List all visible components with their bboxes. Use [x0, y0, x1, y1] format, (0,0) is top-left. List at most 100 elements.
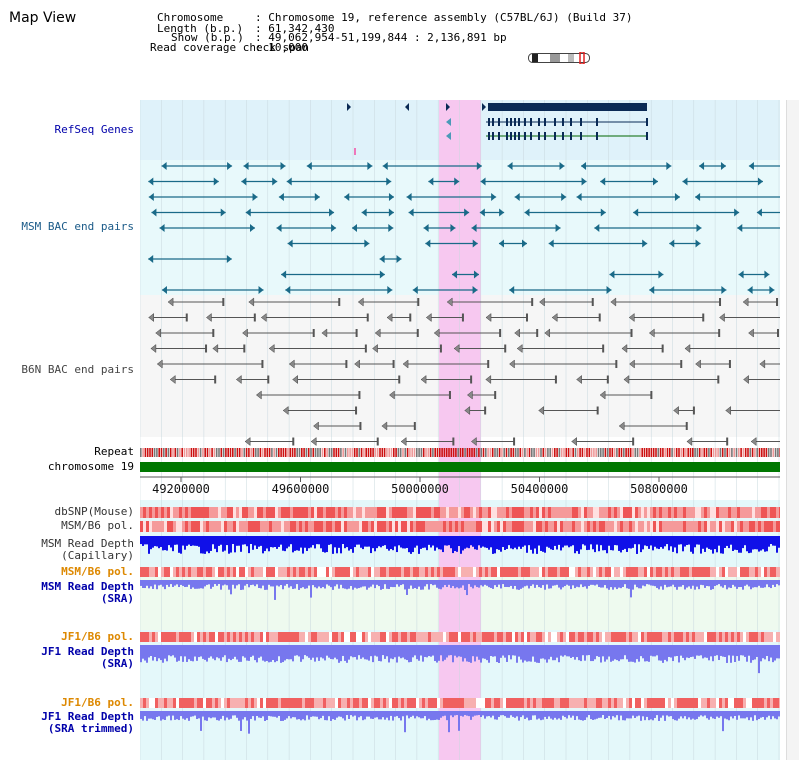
dbsnp-cell	[479, 507, 482, 518]
repeat-element	[643, 448, 646, 457]
repeat-element	[349, 448, 351, 457]
msm-sra-depth-bar	[168, 580, 170, 587]
msm-capillary-depth-bar	[202, 536, 204, 554]
vertical-scrollbar[interactable]	[786, 100, 799, 760]
refseq-genes-label: RefSeq Genes	[54, 123, 134, 136]
msm-capillary-depth-bar	[350, 536, 352, 550]
msm-capillary-depth-bar	[778, 536, 780, 548]
dbsnp-cell	[605, 507, 608, 518]
b6n-bac-end	[282, 405, 289, 416]
msm-sra-depth-bar	[232, 580, 234, 585]
jf1-sra-depth-bar	[470, 645, 472, 663]
msm-b6-pol-cell	[398, 521, 401, 532]
jf1-sra-depth-bar	[358, 645, 360, 656]
msm-b6-pol-2-cell	[521, 567, 524, 577]
repeat-element	[333, 448, 335, 457]
msm-sra-depth-bar	[358, 580, 360, 589]
genome-track-panel[interactable]: 49200000 49600000 50000000 50400000 50800000	[140, 100, 780, 760]
msm-b6-pol-cell	[149, 521, 152, 532]
msm-capillary-depth-bar	[314, 536, 316, 549]
dbsnp-cell	[314, 507, 317, 518]
jf1-b6-pol-2-cell	[410, 698, 413, 708]
msm-sra-depth-bar	[632, 580, 634, 590]
msm-capillary-depth-bar	[512, 536, 514, 550]
repeat-element	[774, 448, 777, 457]
msm-bac-end	[555, 224, 561, 232]
jf1-b6-pol-cell	[317, 632, 320, 642]
msm-capillary-depth-bar	[518, 536, 520, 547]
msm-b6-pol-cell	[617, 521, 620, 532]
dbsnp-cell	[719, 507, 722, 518]
dbsnp-cell	[632, 507, 635, 518]
jf1-b6-pol-cell	[512, 632, 515, 642]
dbsnp-cell	[563, 507, 566, 518]
repeat-element	[466, 448, 469, 457]
jf1-b6-pol-2-cell	[698, 698, 701, 708]
b6n-bac-end	[167, 297, 174, 307]
msm-capillary-depth-bar	[454, 536, 456, 552]
msm-sra-depth-bar	[490, 580, 492, 588]
jf1-trimmed-depth-bar	[254, 711, 256, 721]
msm-sra-depth-bar	[566, 580, 568, 585]
msm-b6-pol-cell	[716, 521, 719, 532]
jf1-b6-pol-2-cell	[689, 698, 692, 708]
jf1-sra-depth-bar	[520, 645, 522, 660]
msm-b6-pol-cell	[770, 521, 773, 532]
msm-sra-depth-bar	[370, 580, 372, 587]
jf1-b6-pol-2-cell	[557, 698, 560, 708]
jf1-trimmed-depth-bar	[524, 711, 526, 719]
jf1-b6-pol-cell	[692, 632, 695, 642]
msm-bac-end	[491, 193, 497, 201]
jf1-trimmed-depth-bar	[678, 711, 680, 719]
jf1-trimmed-depth-bar	[460, 711, 462, 716]
msm-capillary-depth-bar	[640, 536, 642, 553]
repeat-element	[471, 448, 473, 457]
jf1-trimmed-depth-bar	[384, 711, 386, 720]
msm-capillary-depth-bar	[164, 536, 166, 551]
repeat-element	[475, 448, 478, 457]
dbsnp-cell	[698, 507, 701, 518]
jf1-sra-depth-bar	[418, 645, 420, 661]
repeat-element	[765, 448, 768, 457]
gene-exon	[492, 118, 494, 126]
jf1-b6-pol-cell	[404, 632, 407, 642]
jf1-sra-depth-bar	[604, 645, 606, 662]
dbsnp-cell	[413, 507, 416, 518]
dbsnp-cell	[602, 507, 605, 518]
repeat-element	[505, 448, 508, 457]
b6n-bac-end	[355, 329, 358, 337]
jf1-trimmed-depth-bar	[310, 711, 312, 717]
jf1-trimmed-depth-bar	[368, 711, 370, 717]
chromosome-ideogram[interactable]	[528, 52, 592, 64]
dbsnp-cell	[383, 507, 386, 518]
jf1-b6-pol-2-cell	[161, 698, 164, 708]
msm-b6-pol-2-cell	[140, 567, 143, 577]
jf1-sra-depth-bar	[320, 645, 322, 658]
jf1-b6-pol-2-cell	[317, 698, 320, 708]
msm-bac-end	[285, 286, 291, 294]
msm-b6-pol-cell	[308, 521, 311, 532]
msm-capillary-depth-bar	[676, 536, 678, 554]
msm-capillary-depth-bar	[520, 536, 522, 549]
jf1-sra-depth-bar	[268, 645, 270, 663]
jf1-b6-pol-2-cell	[692, 698, 695, 708]
jf1-sra-depth-bar	[704, 645, 706, 658]
msm-b6-pol-2-cell	[578, 567, 581, 577]
msm-capillary-depth-bar	[316, 536, 318, 545]
dbsnp-cell	[503, 507, 506, 518]
jf1-sra-depth-bar	[334, 645, 336, 658]
gene-exon	[580, 118, 582, 126]
msm-b6-pol-2-cell	[635, 567, 638, 577]
chromosome-label: chromosome 19	[47, 460, 134, 473]
jf1-sra-depth-bar	[512, 645, 514, 656]
jf1-sra-depth-bar	[390, 645, 392, 659]
repeat-element	[636, 448, 639, 457]
jf1-trimmed-depth-bar	[634, 711, 636, 718]
jf1-b6-pol-2-cell	[320, 698, 323, 708]
repeat-element	[514, 448, 517, 457]
msm-b6-pol-2-cell	[530, 567, 533, 577]
repeat-element	[383, 448, 386, 457]
msm-b6-pol-2-cell	[647, 567, 650, 577]
jf1-b6-pol-2-cell	[407, 698, 410, 708]
msm-sra-depth-bar	[608, 580, 610, 590]
